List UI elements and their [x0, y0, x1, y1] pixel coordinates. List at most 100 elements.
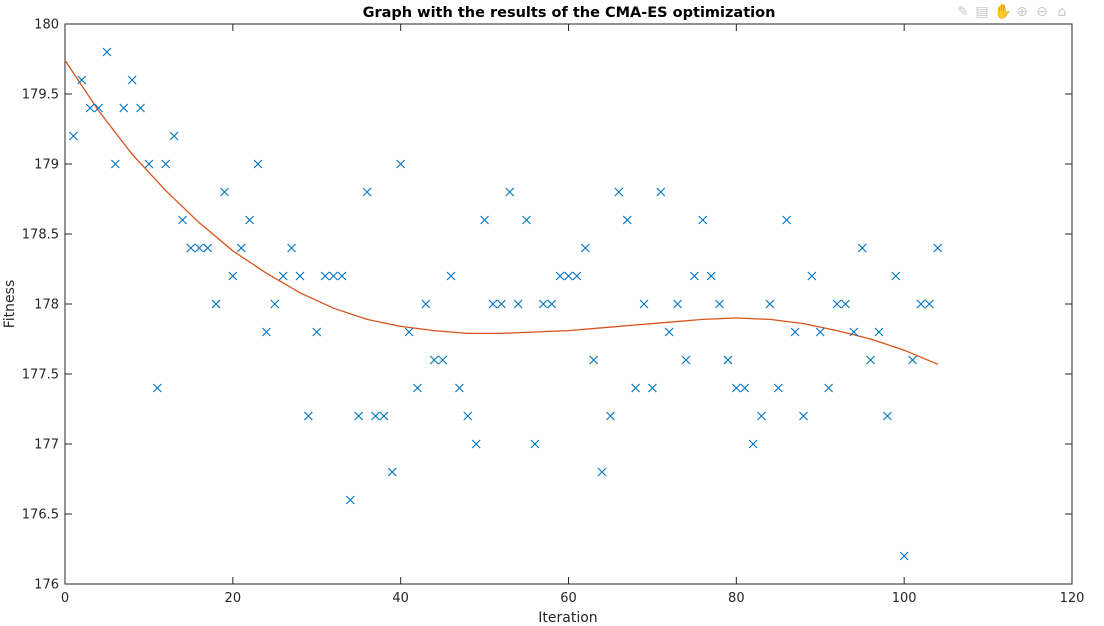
data-point	[85, 103, 95, 113]
data-point	[782, 215, 792, 225]
data-point	[664, 327, 674, 337]
data-point	[815, 327, 825, 337]
data-point	[253, 159, 263, 169]
data-point	[102, 47, 112, 57]
data-point	[186, 243, 196, 253]
data-point	[547, 299, 557, 309]
data-point	[740, 383, 750, 393]
data-point	[849, 327, 859, 337]
data-point	[673, 299, 682, 309]
data-point	[538, 299, 548, 309]
data-point	[446, 271, 456, 281]
data-point	[555, 271, 565, 281]
data-point	[69, 131, 78, 141]
data-point	[438, 355, 448, 365]
data-point	[866, 355, 875, 365]
data-point	[203, 243, 213, 253]
x-tick-label: 20	[225, 591, 242, 606]
zoom-out-icon[interactable]: ⊖	[1036, 4, 1048, 20]
data-point	[144, 159, 154, 169]
y-tick-label: 177.5	[22, 368, 59, 383]
data-point	[312, 327, 322, 337]
data-point	[169, 131, 179, 141]
data-point	[908, 355, 917, 365]
brush-icon[interactable]: ✎	[957, 4, 969, 20]
y-tick-label: 180	[34, 18, 59, 33]
data-point	[329, 271, 338, 281]
data-point	[152, 383, 162, 393]
data-point	[480, 215, 489, 225]
data-point	[773, 383, 783, 393]
data-point	[320, 271, 330, 281]
data-point	[899, 551, 909, 561]
data-point	[706, 271, 716, 281]
data-point	[916, 299, 926, 309]
y-tick-label: 177	[34, 438, 59, 453]
data-point	[597, 467, 607, 477]
axis-ticks: 0 20 40 60 80 100 120 176 176.5 177 177.5 178 178.5 1…	[22, 18, 1085, 607]
data-point	[278, 271, 288, 281]
data-point	[110, 159, 120, 169]
zoom-in-icon[interactable]: ⊕	[1016, 4, 1028, 20]
data-point	[136, 103, 145, 113]
data-point	[463, 411, 473, 421]
y-tick-label: 176.5	[22, 508, 59, 523]
data-point	[807, 271, 817, 281]
data-point	[757, 411, 766, 421]
data-point	[513, 299, 523, 309]
data-point	[178, 215, 187, 225]
data-point	[689, 271, 699, 281]
data-point	[245, 215, 255, 225]
data-point	[295, 271, 305, 281]
data-point	[228, 271, 238, 281]
data-point	[77, 75, 87, 85]
data-point	[505, 187, 515, 197]
data-point	[564, 271, 573, 281]
data-point	[572, 271, 582, 281]
data-point	[723, 355, 733, 365]
data-point	[656, 187, 666, 197]
data-point	[94, 103, 103, 113]
data-point	[882, 411, 892, 421]
x-tick-label: 0	[61, 591, 69, 606]
data-point	[287, 243, 296, 253]
data-point	[522, 215, 531, 225]
x-tick-label: 120	[1060, 591, 1085, 606]
data-point	[119, 103, 129, 113]
data-point	[371, 411, 380, 421]
x-tick-label: 80	[728, 591, 745, 606]
data-point	[790, 327, 800, 337]
pan-icon[interactable]: ✋	[994, 4, 1012, 20]
data-point	[933, 243, 943, 253]
data-point	[404, 327, 414, 337]
data-point	[631, 383, 641, 393]
data-point	[236, 243, 246, 253]
data-point	[496, 299, 506, 309]
home-icon[interactable]: ⌂	[1057, 4, 1067, 20]
data-point	[211, 299, 221, 309]
x-tick-label: 40	[392, 591, 409, 606]
data-point	[891, 271, 901, 281]
data-point	[396, 159, 406, 169]
chart-title: Graph with the results of the CMA-ES opt…	[363, 5, 776, 21]
data-point	[639, 299, 649, 309]
x-tick-label: 100	[892, 591, 917, 606]
data-point	[354, 411, 364, 421]
axes-box	[64, 23, 1073, 585]
data-point	[220, 187, 229, 197]
data-point	[303, 411, 313, 421]
data-point	[362, 187, 372, 197]
data-point	[413, 383, 422, 393]
y-tick-label: 178.5	[22, 228, 59, 243]
data-point	[824, 383, 834, 393]
data-point	[455, 383, 464, 393]
data-tips-icon[interactable]: ▤	[975, 4, 989, 20]
data-point	[681, 355, 691, 365]
data-point	[799, 411, 808, 421]
data-point	[337, 271, 347, 281]
data-point	[589, 355, 599, 365]
data-point	[379, 411, 389, 421]
y-tick-label: 178	[34, 298, 59, 313]
y-axis-label: Fitness	[2, 280, 18, 329]
